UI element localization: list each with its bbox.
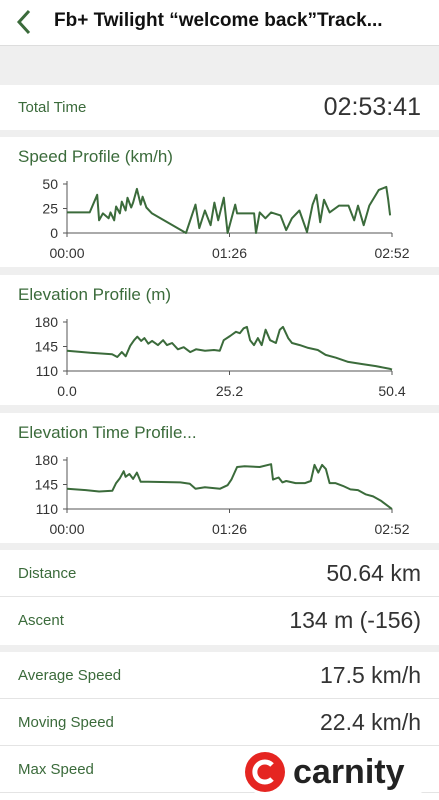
x-tick-label: 00:00 bbox=[49, 521, 84, 537]
x-tick-label: 01:26 bbox=[212, 521, 247, 537]
data-line bbox=[66, 325, 393, 371]
x-tick-label: 02:52 bbox=[374, 521, 409, 537]
chart: Elevation Profile (m) 110 145 180 0.0 25.2 50.… bbox=[0, 275, 439, 405]
stat-row: Ascent 134 m (-156) bbox=[0, 597, 439, 644]
y-tick-label: 145 bbox=[35, 339, 59, 355]
x-tick-label: 50.4 bbox=[378, 383, 405, 399]
stat-label: Moving Speed bbox=[18, 713, 114, 731]
stat-row: Distance 50.64 km bbox=[0, 550, 439, 597]
data-line bbox=[66, 463, 393, 510]
back-button[interactable] bbox=[10, 0, 40, 45]
total-time-section: Total Time 02:53:41 bbox=[0, 85, 439, 130]
watermark-logo bbox=[245, 752, 285, 792]
chart-title: Elevation Time Profile... bbox=[18, 423, 197, 442]
chart-title: Speed Profile (km/h) bbox=[18, 147, 173, 166]
header-title: Fb+ Twilight “welcome back”Track... bbox=[54, 10, 383, 31]
stat-label: Average Speed bbox=[18, 666, 122, 684]
stat-row: Average Speed 17.5 km/h bbox=[0, 652, 439, 699]
stat-value: 22.4 km/h bbox=[320, 708, 421, 735]
chart-title: Elevation Profile (m) bbox=[18, 285, 171, 304]
stat-label: Ascent bbox=[18, 612, 64, 629]
x-tick-label: 01:26 bbox=[212, 245, 247, 261]
stat-row: Moving Speed 22.4 km/h bbox=[0, 699, 439, 746]
total-time-value: 02:53:41 bbox=[323, 93, 421, 121]
charts: Speed Profile (km/h) 0 25 50 00:00 01:26 02:52… bbox=[0, 137, 439, 543]
x-tick-label: 0.0 bbox=[57, 383, 77, 399]
stat-value: 134 m (-156) bbox=[289, 607, 421, 633]
y-tick-label: 145 bbox=[35, 477, 59, 493]
chart: Speed Profile (km/h) 0 25 50 00:00 01:26 02:52 bbox=[0, 137, 439, 267]
header: Fb+ Twilight “welcome back”Track... bbox=[0, 0, 439, 46]
total-time-row: Total Time 02:53:41 bbox=[0, 85, 439, 130]
y-tick-label: 110 bbox=[36, 501, 59, 517]
watermark: carnity bbox=[243, 748, 433, 796]
stat-value: 50.64 km bbox=[326, 559, 421, 586]
stat-label: Distance bbox=[18, 564, 77, 582]
y-tick-label: 25 bbox=[42, 201, 58, 217]
x-tick-label: 00:00 bbox=[49, 245, 84, 261]
y-tick-label: 180 bbox=[35, 314, 59, 330]
stat-label: Max Speed bbox=[18, 760, 94, 778]
data-line bbox=[67, 185, 392, 234]
y-tick-label: 110 bbox=[36, 363, 59, 379]
x-tick-label: 25.2 bbox=[216, 383, 243, 399]
chart: Elevation Time Profile... 110 145 180 00:00 0… bbox=[0, 413, 439, 543]
stat-row: Max Speed bbox=[0, 746, 439, 793]
distance-section: Distance 50.64 km Ascent 134 m (-156) bbox=[0, 550, 439, 645]
y-tick-label: 50 bbox=[42, 176, 58, 192]
watermark-text: carnity bbox=[293, 752, 405, 791]
y-tick-label: 0 bbox=[50, 225, 58, 241]
total-time-label: Total Time bbox=[18, 99, 87, 116]
y-tick-label: 180 bbox=[35, 452, 59, 468]
x-tick-label: 02:52 bbox=[374, 245, 409, 261]
stat-value: 17.5 km/h bbox=[320, 661, 421, 688]
